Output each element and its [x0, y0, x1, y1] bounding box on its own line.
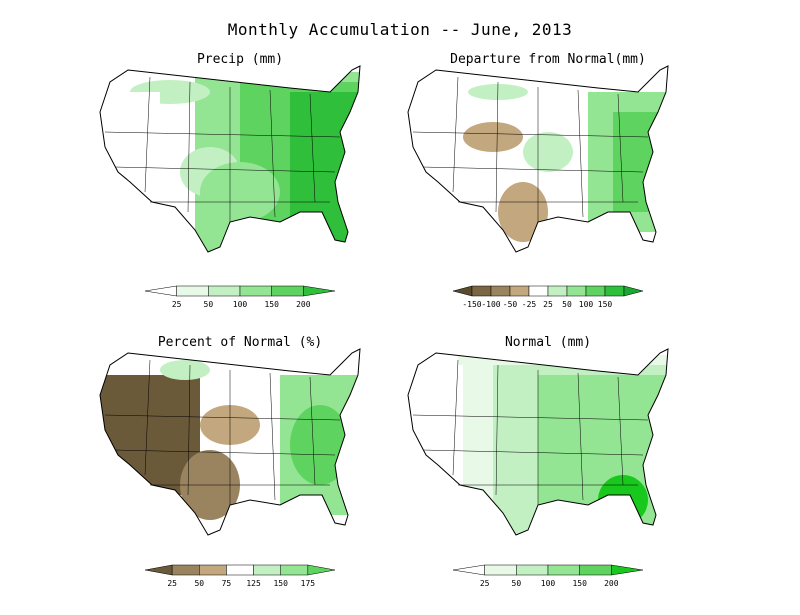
legend-tick-label: -25	[522, 300, 537, 309]
panel-percent: Percent of Normal (%) 25 50 75 125 150 175	[90, 335, 390, 615]
legend-swatch	[604, 285, 625, 297]
legend-tick-label: 25	[172, 300, 182, 309]
legend-normal: 25 50 100 150 200	[398, 563, 698, 603]
panel-normal: Normal (mm) 25 50 100 150 200	[398, 335, 698, 615]
legend-tick-label: 25	[543, 300, 553, 309]
map-precip	[99, 65, 361, 253]
legend-tick-label: 150	[273, 579, 288, 588]
panel-title: Departure from Normal(mm)	[450, 52, 646, 67]
legend-tick-label: -150	[462, 300, 481, 309]
map-percent	[99, 348, 361, 536]
legend-tick-label: 50	[204, 300, 214, 309]
legend-tick-label: 200	[296, 300, 311, 309]
legend-swatch	[307, 564, 336, 576]
legend-tick-label: 150	[598, 300, 613, 309]
legend-swatch	[171, 564, 200, 576]
legend-tick-label: -50	[503, 300, 518, 309]
legend-tick-label: 150	[572, 579, 587, 588]
legend-percent: 25 50 75 125 150 175	[90, 563, 390, 603]
legend-precip: 25 50 100 150 200	[90, 284, 390, 324]
legend-tick-label: 150	[264, 300, 279, 309]
legend-swatch	[490, 285, 511, 297]
legend-swatch	[239, 285, 272, 297]
legend-swatch	[208, 285, 241, 297]
legend-swatch	[516, 564, 549, 576]
legend-swatch	[528, 285, 549, 297]
map-normal	[407, 348, 669, 536]
legend-swatch	[144, 285, 177, 297]
legend-tick-label: 50	[562, 300, 572, 309]
legend-tick-label: 100	[579, 300, 594, 309]
legend-swatch	[176, 285, 209, 297]
legend-swatch	[271, 285, 304, 297]
legend-tick-label: 100	[233, 300, 248, 309]
legend-swatch	[253, 564, 281, 576]
panel-departure: Departure from Normal(mm) -150 -100 -50 -25…	[398, 52, 698, 332]
main-title: Monthly Accumulation -- June, 2013	[227, 20, 573, 39]
legend-tick-label: 25	[167, 579, 177, 588]
legend-swatch	[452, 564, 485, 576]
legend-swatch	[566, 285, 587, 297]
panel-precip: Precip (mm) 25 50 100 150 200	[90, 52, 390, 332]
legend-swatch	[547, 564, 580, 576]
legend-swatch	[579, 564, 612, 576]
panel-title: Percent of Normal (%)	[157, 335, 323, 350]
legend-tick-label: 25	[480, 579, 490, 588]
legend-tick-label: 175	[301, 579, 316, 588]
legend-departure: -150 -100 -50 -25 25 50 100 150	[398, 284, 698, 324]
legend-tick-label: -100	[481, 300, 500, 309]
legend-swatch	[471, 285, 492, 297]
legend-swatch	[199, 564, 227, 576]
legend-tick-label: 200	[604, 579, 619, 588]
legend-swatch	[547, 285, 568, 297]
legend-tick-label: 50	[512, 579, 522, 588]
legend-swatch	[611, 564, 644, 576]
legend-swatch	[623, 285, 644, 297]
legend-swatch	[144, 564, 173, 576]
legend-tick-label: 75	[222, 579, 232, 588]
legend-swatch	[303, 285, 336, 297]
legend-tick-label: 100	[541, 579, 556, 588]
legend-swatch	[452, 285, 473, 297]
legend-swatch	[509, 285, 530, 297]
map-departure	[407, 65, 669, 253]
panel-title: Normal (mm)	[504, 335, 592, 350]
legend-tick-label: 50	[194, 579, 204, 588]
legend-tick-label: 125	[246, 579, 261, 588]
legend-swatch	[585, 285, 606, 297]
legend-swatch	[280, 564, 309, 576]
panel-title: Precip (mm)	[196, 52, 284, 67]
legend-swatch	[226, 564, 254, 576]
legend-swatch	[484, 564, 517, 576]
